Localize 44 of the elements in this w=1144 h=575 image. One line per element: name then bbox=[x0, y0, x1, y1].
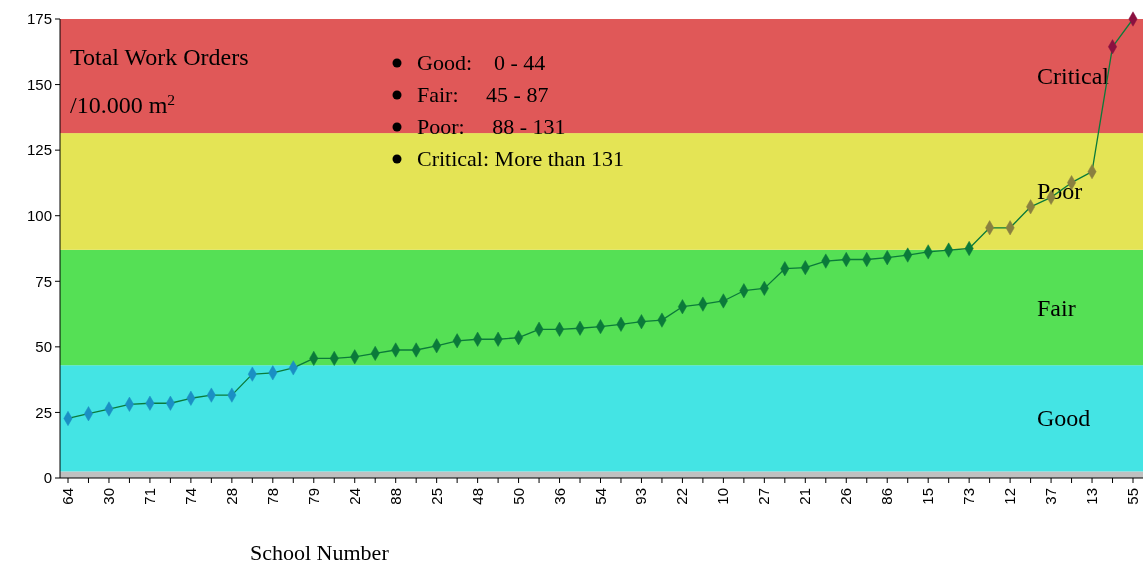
band-label: Fair bbox=[1037, 294, 1076, 321]
x-tick-label: 15 bbox=[919, 488, 937, 505]
x-tick-label: 37 bbox=[1042, 488, 1060, 505]
y-tick-label: 125 bbox=[26, 141, 52, 159]
y-tick-label: 0 bbox=[43, 469, 52, 487]
x-tick-label: 30 bbox=[99, 488, 117, 505]
y-tick-label: 175 bbox=[26, 10, 52, 28]
annotation: Fair: 45 - 87 bbox=[417, 82, 549, 107]
x-tick-label: 22 bbox=[673, 488, 691, 505]
y-tick-label: 50 bbox=[35, 338, 52, 356]
x-tick-label: 71 bbox=[140, 488, 158, 505]
x-tick-label: 21 bbox=[796, 488, 814, 505]
x-tick-label: 12 bbox=[1001, 488, 1019, 505]
x-tick-label: 64 bbox=[59, 488, 76, 505]
x-tick-label: 13 bbox=[1083, 488, 1101, 505]
x-tick-label: 36 bbox=[550, 488, 568, 505]
x-tick-label: 48 bbox=[468, 488, 486, 505]
x-tick-label: 79 bbox=[304, 488, 322, 505]
y-tick-label: 100 bbox=[26, 206, 52, 224]
y-tick-label: 25 bbox=[35, 403, 52, 421]
x-tick-label: 54 bbox=[591, 488, 609, 505]
annotation: Critical: More than 131 bbox=[417, 146, 625, 171]
x-tick-label: 74 bbox=[181, 488, 199, 505]
annotation: /10.000 m$^{2}$ bbox=[70, 90, 176, 118]
x-tick-label: 55 bbox=[1124, 488, 1141, 505]
x-tick-label: 86 bbox=[878, 488, 896, 505]
annotation: Good: 0 - 44 bbox=[417, 50, 546, 75]
x-tick-label: 27 bbox=[755, 488, 773, 505]
x-tick-label: 24 bbox=[345, 488, 363, 505]
x-tick-label: 28 bbox=[222, 488, 240, 505]
x-tick-label: 26 bbox=[837, 488, 855, 505]
annotation: Poor: 88 - 131 bbox=[417, 114, 566, 139]
x-tick-label: 25 bbox=[427, 488, 445, 505]
band-label: Good bbox=[1037, 405, 1091, 432]
x-tick-label: 73 bbox=[960, 488, 978, 505]
x-tick-label: 78 bbox=[263, 488, 281, 505]
y-tick-label: 150 bbox=[26, 75, 52, 93]
annotation: Total Work Orders bbox=[70, 44, 249, 70]
y-tick-label: 75 bbox=[35, 272, 52, 290]
x-tick-label: 93 bbox=[632, 488, 650, 505]
x-axis-title: School Number bbox=[250, 540, 390, 565]
x-tick-label: 50 bbox=[509, 488, 527, 505]
x-tick-label: 10 bbox=[714, 488, 732, 505]
x-tick-label: 88 bbox=[386, 488, 404, 505]
